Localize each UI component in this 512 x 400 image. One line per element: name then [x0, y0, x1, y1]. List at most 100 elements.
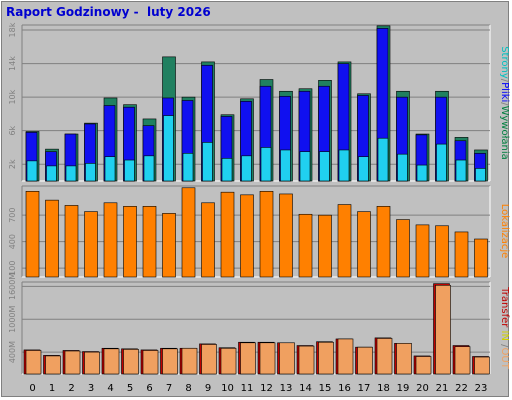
chart-title: Raport Godzinowy - luty 2026	[6, 5, 211, 19]
bar-lokalizacje-20	[415, 224, 430, 278]
x-tick-label: 10	[221, 383, 234, 394]
bar-lokalizacje-16	[337, 204, 352, 278]
bar-lokalizacje-11	[240, 194, 254, 278]
bar-transfer-out-19	[396, 343, 412, 375]
bar-lokalizacje-15	[318, 214, 332, 278]
bar-transfer-out-16	[337, 338, 354, 375]
panel-background	[22, 25, 490, 181]
y-tick-label: 6k	[8, 125, 17, 135]
x-tick-label: 14	[299, 383, 312, 394]
legend-part: Transfer	[499, 286, 510, 328]
bar-lokalizacje-22	[454, 231, 469, 278]
bar-transfer-out-18	[376, 338, 393, 375]
bar-transfer-out-2	[64, 350, 81, 375]
bar-lokalizacje-1	[45, 199, 59, 278]
bar-lokalizacje-8	[181, 187, 196, 278]
bar-strony-10	[221, 158, 233, 182]
bar-transfer-out-12	[259, 342, 276, 375]
panel-middle: 100 400 700	[8, 185, 491, 278]
bar-transfer-out-10	[220, 347, 237, 375]
bar-strony-15	[319, 151, 330, 182]
x-tick-label: 3	[88, 383, 94, 394]
bar-transfer-out-13	[279, 342, 295, 375]
bar-strony-11	[241, 155, 252, 182]
bar-strony-17	[358, 156, 369, 182]
x-tick-label: 21	[436, 383, 449, 394]
bar-lokalizacje-2	[64, 205, 79, 278]
bar-lokalizacje-3	[84, 211, 98, 278]
y-tick-label: 14k	[8, 56, 17, 71]
legend-part: Pliki	[499, 82, 510, 102]
bar-strony-18	[377, 137, 389, 182]
panel-top: 2k 6k 10k 14k 18k	[8, 22, 491, 182]
bar-transfer-out-11	[240, 342, 256, 375]
bar-lokalizacje-17	[357, 211, 371, 278]
bar-transfer-out-17	[357, 346, 373, 375]
x-tick-label: 15	[319, 383, 332, 394]
bar-transfer-out-0	[25, 350, 42, 375]
bar-lokalizacje-14	[298, 213, 313, 278]
y-tick-label: 1600M	[8, 273, 17, 300]
bar-strony-13	[280, 149, 291, 182]
bar-strony-20	[416, 164, 428, 182]
bar-lokalizacje-9	[201, 202, 215, 278]
legend-part: Lokalizacje	[499, 204, 510, 259]
bar-transfer-out-6	[142, 350, 159, 375]
x-tick-label: 23	[475, 383, 488, 394]
bar-transfer-out-4	[103, 348, 120, 375]
bar-strony-12	[260, 147, 272, 182]
bar-lokalizacje-0	[25, 191, 40, 278]
x-tick-label: 19	[397, 383, 410, 394]
x-tick-label: 7	[166, 383, 172, 394]
panel-background	[22, 186, 490, 277]
x-tick-label: 4	[107, 383, 113, 394]
x-tick-label: 6	[146, 383, 152, 394]
bar-lokalizacje-10	[220, 191, 235, 278]
bar-lokalizacje-12	[259, 191, 274, 278]
bar-strony-1	[46, 165, 57, 182]
legend-part: /	[499, 79, 510, 83]
x-tick-label: 11	[241, 383, 254, 394]
x-tick-label: 16	[338, 383, 351, 394]
bar-transfer-out-14	[298, 345, 315, 375]
bar-transfer-out-7	[162, 348, 178, 375]
bar-lokalizacje-18	[376, 206, 391, 278]
bar-lokalizacje-5	[123, 206, 137, 278]
bar-lokalizacje-23	[474, 238, 488, 278]
bar-transfer-out-1	[45, 355, 61, 375]
x-tick-label: 5	[127, 383, 133, 394]
x-tick-label: 0	[29, 383, 35, 394]
bar-transfer-out-22	[454, 346, 471, 375]
bar-strony-19	[397, 153, 408, 182]
legend-part: /	[499, 102, 510, 106]
bar-strony-3	[85, 163, 96, 182]
x-tick-label: 2	[68, 383, 74, 394]
bar-strony-8	[182, 153, 194, 182]
bar-strony-2	[65, 165, 77, 182]
bar-transfer-out-5	[123, 349, 139, 375]
legend-part: IN	[499, 327, 510, 341]
bar-strony-4	[104, 156, 116, 182]
panel-bottom: 400M 1000M 1600M	[8, 273, 491, 375]
bar-lokalizacje-6	[142, 206, 157, 278]
x-tick-label: 1	[49, 383, 55, 394]
y-tick-label: 400	[8, 234, 17, 249]
y-tick-label: 10k	[8, 89, 17, 104]
x-axis: 0 1 2 3 4 5 6 7 8 9 10 11 12 13 14 15 16 17 18 19 20 21 22 23	[29, 383, 487, 394]
bar-strony-21	[436, 143, 447, 182]
bar-transfer-out-23	[474, 356, 490, 375]
bar-transfer-out-9	[201, 344, 217, 375]
bar-strony-7	[163, 115, 174, 182]
bar-lokalizacje-13	[279, 193, 293, 278]
panels: 2k 6k 10k 14k 18k 100 400 700 400M 1000M 1600M	[8, 22, 491, 375]
bar-lokalizacje-7	[162, 213, 176, 278]
y-tick-label: 400M	[8, 341, 17, 363]
panel-background	[22, 282, 490, 374]
bar-strony-14	[299, 151, 311, 182]
bar-transfer-out-21	[435, 284, 451, 375]
x-tick-label: 9	[205, 383, 211, 394]
bar-strony-9	[202, 142, 213, 182]
bar-lokalizacje-21	[435, 225, 449, 278]
legend-lokalizacje: Lokalizacje	[499, 204, 510, 259]
